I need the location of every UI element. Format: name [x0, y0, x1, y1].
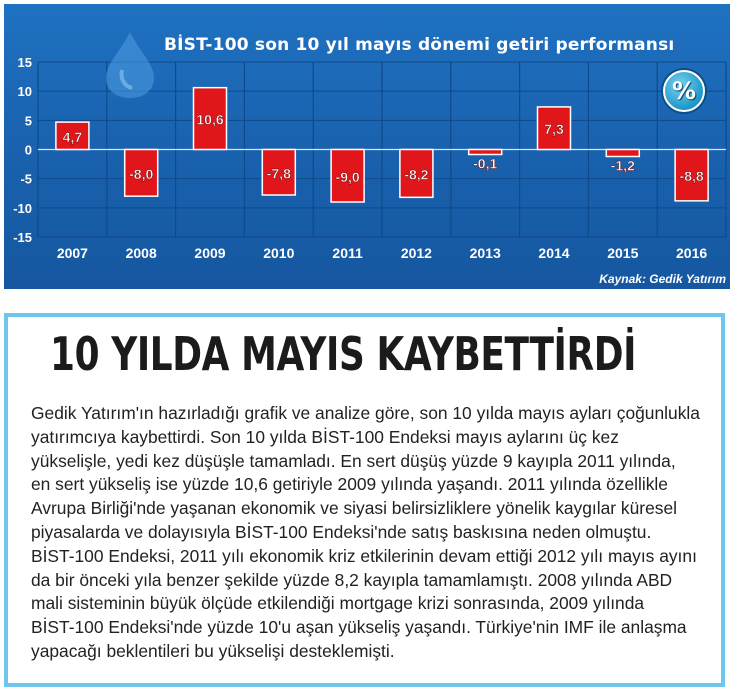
chart-panel: 15 10 5 0 -5 -10 -15 4,7 2007 -8,0 2008 10,6 2009 -7,…	[4, 4, 730, 289]
grid-layer	[37, 61, 727, 238]
article-line: Gedik Yatırım'ın hazırladığı grafik ve a…	[31, 403, 700, 423]
chart-title: BİST-100 son 10 yıl mayıs dönemi getiri …	[164, 35, 675, 55]
bar-value-label: 10,6	[196, 112, 223, 128]
bar-value-label: 4,7	[63, 129, 83, 145]
source-label: Kaynak: Gedik Yatırım	[599, 272, 726, 286]
bar-value-label: -0,1	[473, 156, 497, 172]
article-line: BİST-100 Endeksi'nde yüzde 10'u aşan yük…	[31, 617, 687, 638]
x-tick-label: 2014	[538, 245, 569, 261]
y-tick-label: 15	[18, 55, 32, 70]
article-headline: 10 YILDA MAYIS KAYBETTİRDİ	[50, 327, 637, 381]
x-tick-label: 2015	[607, 245, 638, 261]
x-tick-label: 2013	[470, 245, 501, 261]
x-tick-label: 2010	[263, 245, 294, 261]
bar	[261, 148, 297, 196]
article-line: Avrupa Birliği'nde yaşanan ekonomik ve s…	[31, 498, 678, 519]
bar	[674, 148, 709, 202]
bar-value-label: -8,8	[680, 168, 704, 184]
x-tick-label: 2012	[401, 245, 432, 261]
article-line: mali sisteminin büyük ölçüde etkilendiği…	[31, 593, 645, 614]
percent-badge-icon: %	[663, 70, 705, 112]
article-line: piyasalarda ve dolayısıyla BİST-100 Ende…	[31, 521, 652, 542]
y-tick-label: -10	[13, 201, 32, 216]
article-line: yapacağı beklentileri bu yükselişi deste…	[31, 640, 395, 661]
bar-value-label: -7,8	[267, 165, 291, 181]
x-tick-label: 2011	[332, 245, 363, 261]
article-box	[4, 313, 725, 687]
y-tick-label: -15	[13, 230, 32, 245]
drop-logo-icon	[106, 32, 154, 98]
bar-layer	[55, 86, 709, 203]
article-line: yatırımcıya kaybettirdi. Son 10 yılda Bİ…	[31, 426, 619, 447]
y-tick-label: 5	[25, 113, 32, 128]
bar	[536, 106, 572, 151]
label-layer: 15 10 5 0 -5 -10 -15 4,7 2007 -8,0 2008 10,6 2009 -7,…	[13, 55, 707, 261]
bar-value-label: -9,0	[336, 169, 360, 185]
bar	[467, 148, 503, 156]
bar-value-label: 7,3	[544, 121, 564, 137]
article-line: yükselişle, yedi kez düşüşle tamamladı. …	[31, 450, 676, 471]
bar	[605, 148, 641, 158]
bar	[123, 148, 159, 197]
x-tick-label: 2008	[126, 245, 157, 261]
article-body: Gedik Yatırım'ın hazırladığı grafik ve a…	[31, 402, 711, 664]
percent-symbol: %	[671, 77, 697, 105]
y-tick-label: 10	[18, 84, 32, 99]
article-line: da bir önceki yıla benzer şekilde yüzde …	[31, 569, 673, 590]
y-tick-label: -5	[20, 172, 32, 187]
bar-value-label: -8,0	[129, 166, 153, 182]
bar	[55, 121, 90, 151]
article-line: BİST-100 Endeksi, 2011 yılı ekonomik kri…	[31, 545, 697, 566]
bar-chart: 15 10 5 0 -5 -10 -15 4,7 2007 -8,0 2008 10,6 2009 -7,…	[13, 55, 727, 261]
x-tick-label: 2016	[676, 245, 707, 261]
y-tick-label: 0	[25, 143, 32, 158]
bar-value-label: -8,2	[404, 166, 428, 182]
article-line: en sert yükseliş ise yüzde 10,6 getiriyl…	[31, 474, 668, 495]
bar	[399, 148, 434, 199]
bar	[330, 148, 365, 203]
x-tick-label: 2007	[57, 245, 88, 261]
bar-value-label: -1,2	[611, 158, 635, 174]
bar	[192, 86, 228, 151]
x-tick-label: 2009	[194, 245, 225, 261]
